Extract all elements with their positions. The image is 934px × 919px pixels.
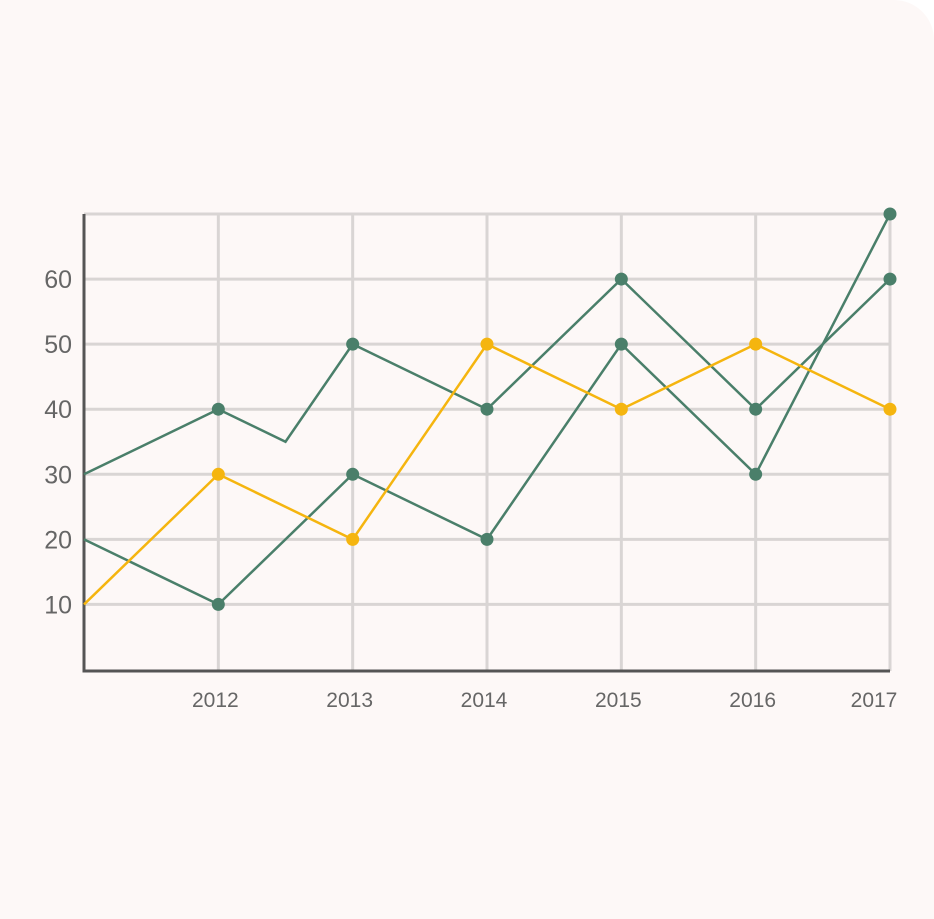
data-point-series-2 <box>749 467 763 481</box>
data-point-series-1 <box>346 337 360 351</box>
grid <box>84 212 892 671</box>
y-tick-label: 20 <box>44 526 72 554</box>
data-point-series-1 <box>614 272 628 286</box>
data-point-series-3 <box>883 402 897 416</box>
series <box>83 207 897 611</box>
x-tick-label: 2016 <box>729 689 776 712</box>
x-tick-label: 2017 <box>851 689 898 712</box>
data-point-series-3 <box>749 337 763 351</box>
data-point-series-3 <box>614 402 628 416</box>
data-point-series-2 <box>883 207 897 221</box>
y-tick-label: 10 <box>44 591 72 619</box>
data-point-series-2 <box>211 597 225 611</box>
data-point-series-3 <box>480 337 494 351</box>
data-point-series-2 <box>614 337 628 351</box>
data-point-series-1 <box>883 272 897 286</box>
data-point-series-2 <box>346 467 360 481</box>
data-point-series-1 <box>480 402 494 416</box>
data-point-series-3 <box>346 532 360 546</box>
x-tick-labels: 2012 2013 2014 2015 2016 2017 <box>192 689 897 712</box>
y-tick-labels: 10 20 30 40 50 60 <box>44 266 72 619</box>
data-point-series-2 <box>480 532 494 546</box>
x-tick-label: 2012 <box>192 689 239 712</box>
data-point-series-1 <box>211 402 225 416</box>
data-point-series-1 <box>749 402 763 416</box>
y-tick-label: 50 <box>44 331 72 359</box>
x-tick-label: 2014 <box>461 689 508 712</box>
x-tick-label: 2013 <box>326 689 373 712</box>
y-tick-label: 60 <box>44 266 72 294</box>
x-tick-label: 2015 <box>595 689 642 712</box>
axes <box>82 214 890 673</box>
y-tick-label: 30 <box>44 461 72 489</box>
data-point-series-3 <box>211 467 225 481</box>
series-line-1 <box>83 277 891 476</box>
y-tick-label: 40 <box>44 396 72 424</box>
